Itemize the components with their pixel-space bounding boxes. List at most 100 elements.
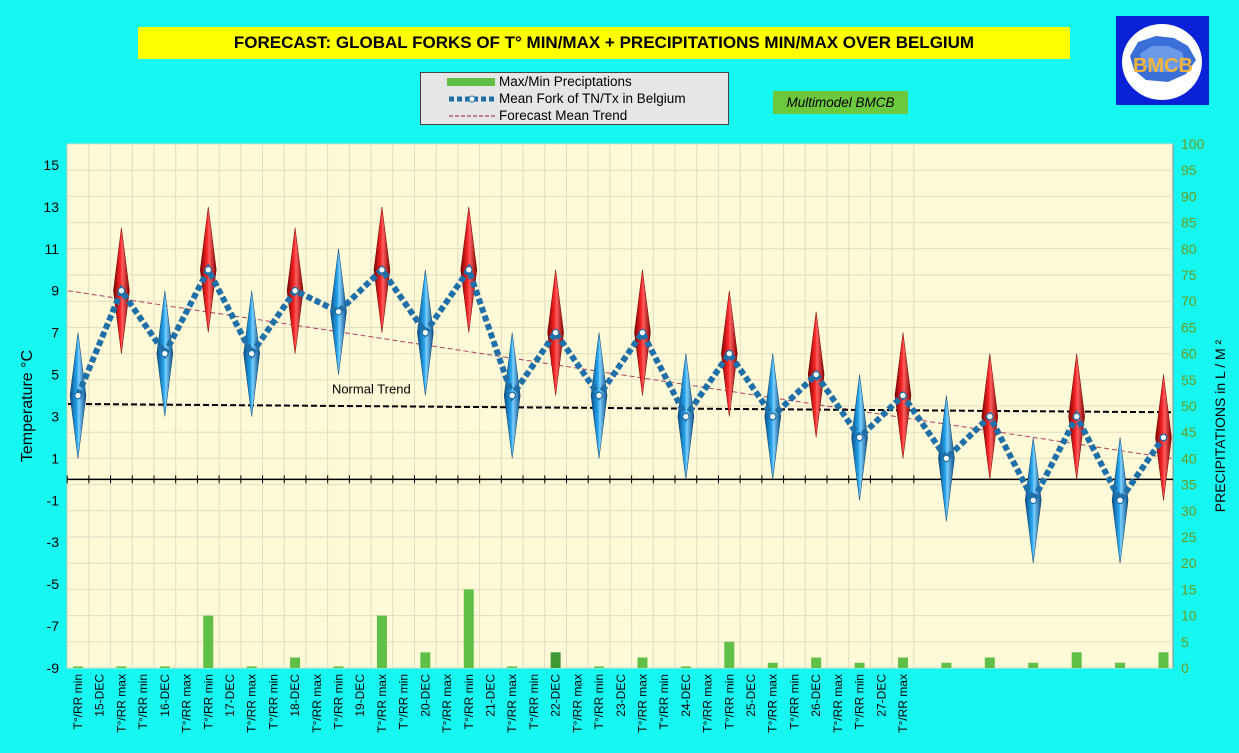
x-tick-label: T°/RR min	[462, 674, 476, 729]
precip-bar	[897, 657, 908, 668]
y-tick-label: 9	[51, 283, 59, 299]
x-tick-label: T°/RR min	[853, 674, 867, 729]
logo-graphic: BMCB	[1122, 24, 1202, 100]
x-tick-label: T°/RR min	[657, 674, 671, 729]
y2-tick-label: 80	[1181, 241, 1197, 257]
x-tick-label: 20-DEC	[418, 674, 432, 717]
x-tick-label: T°/RR min	[397, 674, 411, 729]
x-tick-label: T°/RR max	[766, 674, 780, 733]
mean-fork-point	[1116, 496, 1124, 505]
mean-fork-path	[75, 263, 1166, 507]
y2-tick-label: 5	[1181, 634, 1189, 650]
x-tick-label: T°/RR min	[527, 674, 541, 729]
x-tick-label: T°/RR max	[896, 674, 910, 733]
mean-fork-point	[508, 391, 517, 400]
x-tick-label: T°/RR max	[440, 674, 454, 733]
mean-fork-point	[291, 286, 299, 295]
mean-fork-point	[1159, 433, 1168, 442]
precip-bar	[159, 666, 170, 668]
mean-fork-point	[682, 412, 690, 421]
x-tick-label: 17-DEC	[223, 674, 237, 717]
x-tick-label: T°/RR max	[831, 674, 845, 733]
precip-bar	[507, 666, 518, 668]
precip-bar	[246, 666, 257, 668]
x-tick-label: T°/RR min	[71, 674, 85, 729]
y-tick-label: 5	[51, 367, 59, 383]
x-tick-label: 24-DEC	[679, 674, 693, 717]
legend-swatch-precip	[447, 76, 497, 88]
mean-fork-point	[899, 391, 907, 400]
chart-title: FORECAST: GLOBAL FORKS OF T° MIN/MAX + P…	[138, 27, 1070, 59]
precip-bar	[203, 615, 214, 668]
precip-bar	[1158, 652, 1169, 668]
mean-fork-point	[986, 412, 994, 421]
precipitation-bars	[73, 589, 1169, 668]
y-tick-label: 13	[43, 199, 59, 215]
y-axis-tick-labels: 15 13 11 9 7 5 3 1 -1 -3 -5 -7 -9	[43, 157, 59, 676]
y-tick-label: 7	[51, 325, 59, 341]
precip-bar	[1115, 662, 1126, 668]
mean-fork-point	[247, 349, 256, 358]
precip-bar	[463, 589, 474, 668]
x-tick-label: 16-DEC	[158, 674, 172, 717]
y-tick-label: 1	[51, 450, 59, 466]
x-tick-label: T°/RR max	[114, 674, 128, 733]
precip-bar	[811, 657, 822, 668]
legend-swatch-trend	[447, 110, 497, 122]
x-tick-label: T°/RR max	[180, 674, 194, 733]
mean-fork-point	[117, 286, 126, 295]
y2-tick-label: 85	[1181, 215, 1197, 231]
precip-bar	[290, 657, 301, 668]
x-tick-label: 21-DEC	[483, 674, 497, 717]
y2-tick-label: 45	[1181, 424, 1197, 440]
y2-tick-label: 100	[1181, 136, 1205, 152]
y-tick-label: 15	[43, 157, 59, 173]
multimodel-badge: Multimodel BMCB	[773, 91, 908, 114]
x-tick-label: 18-DEC	[288, 674, 302, 717]
precip-bar	[594, 666, 605, 668]
precip-bar	[420, 652, 431, 668]
x-tick-label: T°/RR max	[375, 674, 389, 733]
x-tick-label: T°/RR max	[635, 674, 649, 733]
y2-tick-label: 0	[1181, 660, 1189, 676]
x-tick-label: T°/RR min	[136, 674, 150, 729]
mean-fork-point	[378, 265, 386, 274]
mean-fork-point	[638, 328, 647, 337]
y2-tick-label: 65	[1181, 319, 1197, 335]
mean-fork-point	[421, 328, 430, 337]
legend-item-mean-fork: Mean Fork of TN/Tx in Belgium	[421, 90, 686, 107]
mean-fork-point	[595, 391, 603, 400]
precip-bar	[376, 615, 387, 668]
mean-fork-point	[725, 349, 734, 358]
y2-tick-label: 55	[1181, 372, 1197, 388]
x-tick-label: 15-DEC	[93, 674, 107, 717]
y-tick-label: -3	[47, 534, 60, 550]
mean-fork-point	[1029, 496, 1038, 505]
mean-fork-point	[74, 391, 82, 400]
y2-tick-label: 95	[1181, 162, 1197, 178]
annotation-label: Normal Trend	[332, 381, 411, 396]
precip-bar	[724, 641, 735, 668]
legend-label-mean-fork: Mean Fork of TN/Tx in Belgium	[499, 91, 686, 106]
y2-tick-label: 50	[1181, 398, 1197, 414]
precip-bar	[116, 666, 127, 668]
x-tick-label: 22-DEC	[549, 674, 563, 717]
y-tick-label: -1	[47, 492, 60, 508]
mean-fork-point	[855, 433, 864, 442]
zero-axis	[66, 475, 1173, 484]
legend-swatch-mean-fork	[447, 93, 497, 105]
precip-bar	[1071, 652, 1082, 668]
precip-bar	[680, 666, 691, 668]
y-tick-label: -5	[47, 576, 60, 592]
legend-item-trend: Forecast Mean Trend	[421, 107, 627, 124]
x-tick-label: T°/RR max	[310, 674, 324, 733]
mean-fork-point	[551, 328, 560, 337]
mean-fork-point	[942, 454, 951, 463]
y-tick-label: 11	[44, 241, 59, 257]
y2-tick-label: 90	[1181, 188, 1197, 204]
x-tick-label: T°/RR min	[266, 674, 280, 729]
mean-fork-point	[161, 349, 169, 358]
precip-bar	[854, 662, 865, 668]
y2-tick-label: 10	[1181, 608, 1197, 624]
chart-annotations: Normal Trend	[332, 381, 411, 396]
